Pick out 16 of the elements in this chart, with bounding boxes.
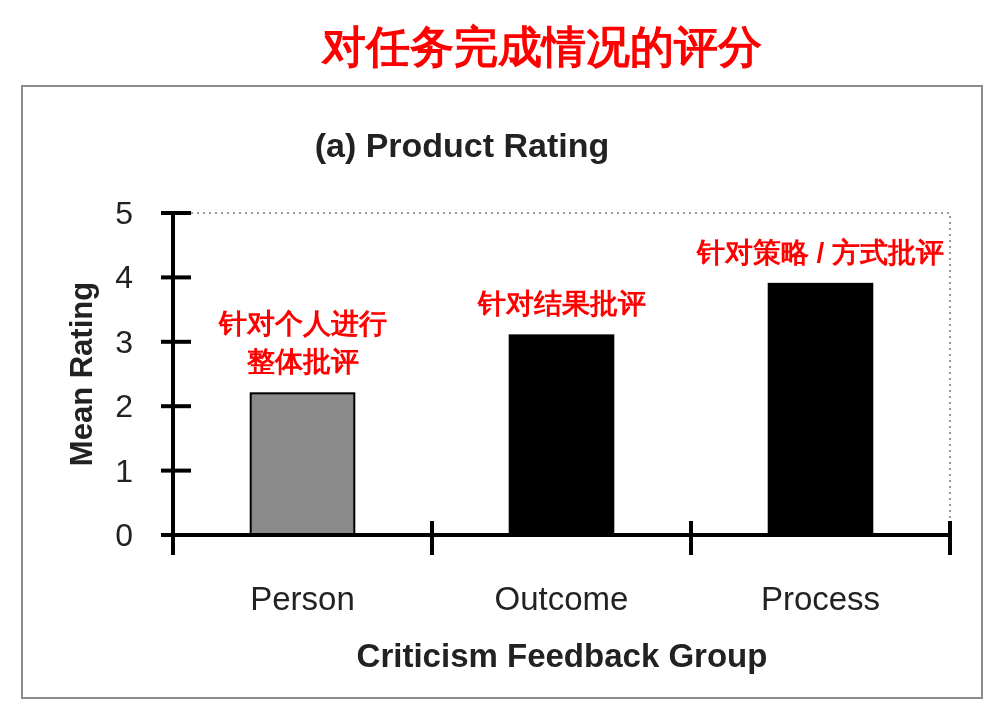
y-tick-label: 0: [115, 517, 133, 553]
y-tick-label: 2: [115, 388, 133, 425]
annotation: 针对策略 / 方式批评: [695, 236, 945, 268]
annotation: 针对个人进行整体批评: [217, 308, 387, 378]
x-tick-label: Person: [250, 580, 355, 617]
y-tick-label: 3: [115, 323, 133, 360]
x-axis-title: Criticism Feedback Group: [356, 637, 768, 674]
annotation: 针对结果批评: [476, 288, 646, 320]
y-axis-title: Mean Rating: [64, 281, 99, 467]
y-tick-label: 1: [115, 452, 133, 489]
y-tick-label: 5: [115, 195, 133, 231]
x-tick-label: Outcome: [494, 580, 629, 617]
x-tick-label: Process: [760, 580, 881, 617]
y-tick-label: 4: [115, 259, 133, 296]
chart-title: 对任务完成情况的评分: [320, 22, 762, 71]
chart-subtitle: (a) Product Rating: [314, 126, 610, 164]
